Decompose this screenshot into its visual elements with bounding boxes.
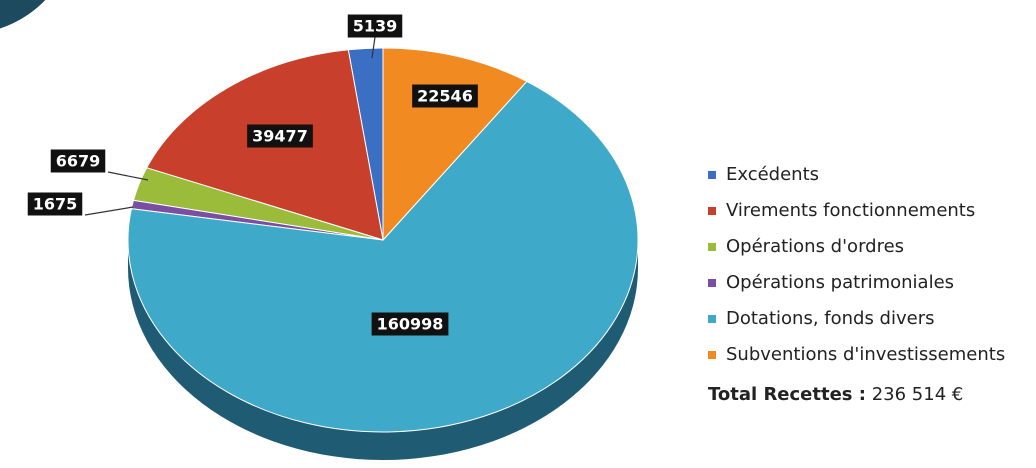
slices bbox=[127, 47, 639, 433]
data-label-box bbox=[371, 312, 449, 336]
leader-line bbox=[84, 206, 134, 216]
data-label: 6679 bbox=[56, 152, 101, 171]
data-label-box bbox=[27, 192, 83, 216]
data-labels: 5139 39477 6679 1675 160998 22546 bbox=[27, 14, 478, 336]
legend-label: Opérations d'ordres bbox=[726, 236, 904, 257]
legend: Excédents Virements fonctionnements Opérat… bbox=[708, 164, 1005, 365]
data-label-box bbox=[412, 84, 478, 108]
leader-line bbox=[107, 171, 149, 181]
data-label: 160998 bbox=[377, 315, 444, 334]
legend-swatch bbox=[708, 207, 716, 215]
slice bbox=[127, 80, 639, 433]
total: Total Recettes : 236 514 € bbox=[708, 384, 963, 405]
data-label-box bbox=[50, 149, 106, 173]
legend-label: Subventions d'investissements bbox=[726, 344, 1005, 365]
legend-label: Opérations patrimoniales bbox=[726, 272, 954, 293]
data-label-box bbox=[347, 14, 403, 38]
legend-label: Dotations, fonds divers bbox=[726, 308, 934, 329]
total-label: Total Recettes : bbox=[708, 384, 866, 405]
data-label: 1675 bbox=[33, 195, 78, 214]
legend-swatch bbox=[708, 315, 716, 323]
legend-swatch bbox=[708, 279, 716, 287]
total-value: 236 514 € bbox=[872, 384, 964, 405]
legend-label: Excédents bbox=[726, 164, 819, 185]
data-label: 22546 bbox=[417, 87, 473, 106]
leader-line bbox=[371, 36, 376, 59]
legend-label: Virements fonctionnements bbox=[726, 200, 975, 221]
cropped-pie bbox=[0, 0, 46, 29]
data-label-box bbox=[247, 124, 313, 148]
legend-swatch bbox=[708, 171, 716, 179]
data-label: 5139 bbox=[353, 17, 398, 36]
legend-swatch bbox=[708, 351, 716, 359]
data-label: 39477 bbox=[252, 127, 308, 146]
legend-swatch bbox=[708, 243, 716, 251]
